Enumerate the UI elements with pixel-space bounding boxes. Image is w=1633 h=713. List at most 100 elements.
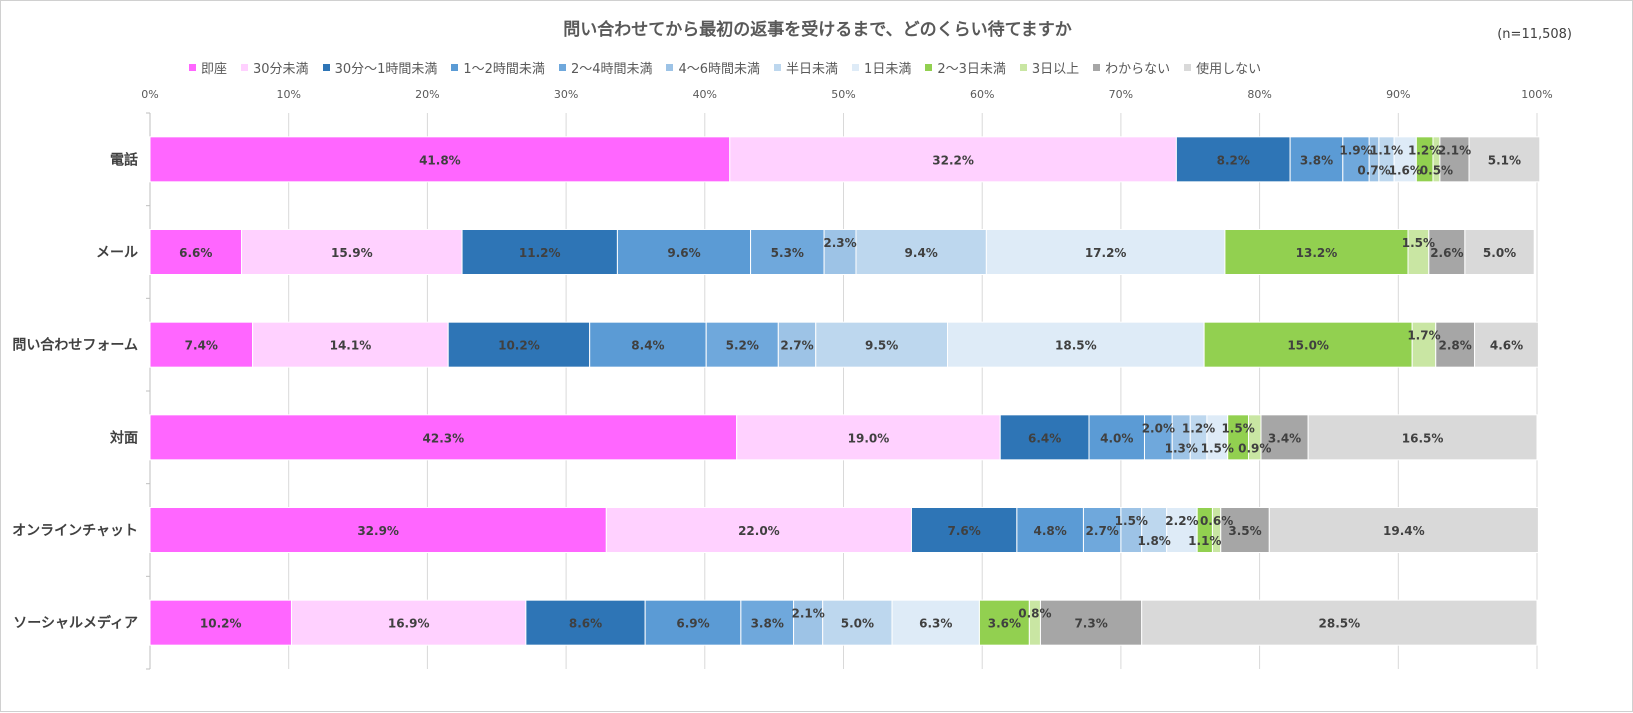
- data-label: 15.0%: [1287, 339, 1329, 353]
- legend-swatch: [322, 64, 330, 71]
- legend-label: 使用しない: [1196, 62, 1262, 77]
- legend-swatch: [852, 64, 860, 71]
- data-label: 7.3%: [1074, 617, 1107, 631]
- category-label: 問い合わせフォーム: [12, 337, 138, 354]
- data-label: 2.0%: [1142, 421, 1175, 435]
- category-label: メール: [96, 245, 138, 261]
- legend-swatch: [925, 64, 933, 71]
- data-label: 1.7%: [1407, 329, 1440, 343]
- bar-segment: [1260, 414, 1309, 461]
- legend-swatch: [189, 64, 196, 71]
- data-label: 9.6%: [667, 246, 700, 260]
- bar-segment: [241, 229, 463, 275]
- bar-segment: [1474, 321, 1539, 368]
- data-label: 3.6%: [988, 617, 1021, 631]
- bar-segment: [777, 321, 817, 368]
- bar-segment: [947, 321, 1205, 368]
- legend-label: 1〜2時間未満: [463, 62, 545, 77]
- x-tick-label: 100%: [1521, 88, 1552, 101]
- data-label: 5.0%: [1483, 246, 1516, 260]
- data-label: 3.8%: [751, 617, 784, 631]
- legend: 即座 30分未満 30分〜1時間未満 1〜2時間未満 2〜4時間未満 4〜6時間未満 半日未…: [189, 58, 1261, 77]
- bar-segment: [736, 414, 1001, 461]
- sample-size-note: (n=11,508): [1497, 27, 1572, 42]
- bar-segment: [750, 229, 825, 275]
- bar-segment: [149, 507, 607, 553]
- data-label: 0.8%: [1018, 607, 1051, 621]
- bar-segment: [1141, 507, 1168, 553]
- bar-segment: [999, 414, 1090, 461]
- data-label: 16.5%: [1402, 431, 1444, 445]
- bar-segment: [1220, 507, 1270, 553]
- legend-label: 30分〜1時間未満: [334, 62, 438, 77]
- legend-item: 4〜6時間未満: [666, 58, 760, 77]
- bar-segment: [616, 229, 752, 275]
- data-label: 4.6%: [1490, 339, 1523, 353]
- bar-segment: [1203, 321, 1413, 368]
- x-tick-label: 20%: [415, 88, 439, 101]
- x-tick-label: 90%: [1386, 88, 1410, 101]
- data-label: 11.2%: [519, 246, 561, 260]
- x-tick-label: 60%: [970, 88, 994, 101]
- data-label: 2.2%: [1165, 514, 1198, 528]
- legend-item: 2〜3日未満: [925, 58, 1006, 77]
- data-label: 6.4%: [1028, 431, 1061, 445]
- x-tick-label: 10%: [276, 88, 300, 101]
- data-label: 8.2%: [1217, 153, 1250, 167]
- data-label: 4.8%: [1034, 524, 1067, 538]
- data-label: 0.9%: [1238, 441, 1271, 455]
- data-label: 1.5%: [1402, 236, 1435, 250]
- x-tick-label: 40%: [693, 88, 717, 101]
- bar-segment: [891, 599, 980, 646]
- data-label: 5.0%: [841, 617, 874, 631]
- bar-segment: [910, 507, 1018, 553]
- data-label: 28.5%: [1319, 617, 1361, 631]
- chart-title: 問い合わせてから最初の返事を受けるまで、どのくらい待てますか: [563, 20, 1072, 40]
- bar-segment: [1224, 229, 1409, 275]
- data-label: 3.5%: [1228, 524, 1261, 538]
- data-label: 4.0%: [1100, 431, 1133, 445]
- legend-swatch: [241, 64, 249, 71]
- data-label: 9.4%: [905, 246, 938, 260]
- bar-segment: [1039, 599, 1143, 646]
- data-label: 10.2%: [200, 617, 242, 631]
- legend-swatch: [1019, 64, 1027, 71]
- data-label: 42.3%: [423, 431, 465, 445]
- bar-segment: [1268, 507, 1539, 553]
- legend-item: 使用しない: [1184, 58, 1261, 77]
- x-tick-label: 70%: [1109, 88, 1133, 101]
- legend-label: 即座: [201, 62, 228, 77]
- data-label: 1.2%: [1408, 143, 1441, 157]
- bar-segment: [644, 599, 742, 646]
- data-label: 5.1%: [1488, 153, 1521, 167]
- legend-item: 1〜2時間未満: [451, 58, 545, 77]
- bar-segment: [149, 136, 731, 183]
- bar-segment: [589, 321, 707, 368]
- bar-segment: [1289, 136, 1344, 183]
- x-tick-label: 50%: [831, 88, 855, 101]
- data-label: 13.2%: [1296, 246, 1338, 260]
- data-label: 16.9%: [388, 617, 430, 631]
- data-label: 1.5%: [1115, 514, 1148, 528]
- legend-label: 2〜3日未満: [937, 62, 1006, 77]
- data-label: 17.2%: [1085, 246, 1127, 260]
- data-label: 3.4%: [1268, 431, 1301, 445]
- data-label: 1.3%: [1165, 441, 1198, 455]
- legend-swatch: [666, 64, 674, 71]
- data-label: 2.6%: [1430, 246, 1463, 260]
- data-label: 41.8%: [419, 153, 461, 167]
- category-label: 対面: [109, 429, 138, 446]
- data-label: 19.4%: [1383, 524, 1425, 538]
- data-label: 5.3%: [771, 246, 804, 260]
- legend-label: 2〜4時間未満: [570, 62, 653, 77]
- data-label: 32.9%: [357, 524, 399, 538]
- data-label: 22.0%: [738, 524, 780, 538]
- legend-item: 2〜4時間未満: [558, 58, 653, 77]
- data-label: 7.6%: [948, 524, 981, 538]
- legend-swatch: [774, 64, 782, 71]
- data-label: 2.7%: [780, 339, 813, 353]
- legend-item: 30分未満: [241, 58, 309, 77]
- bar-segment: [1141, 599, 1538, 646]
- legend-item: 1日未満: [852, 58, 911, 77]
